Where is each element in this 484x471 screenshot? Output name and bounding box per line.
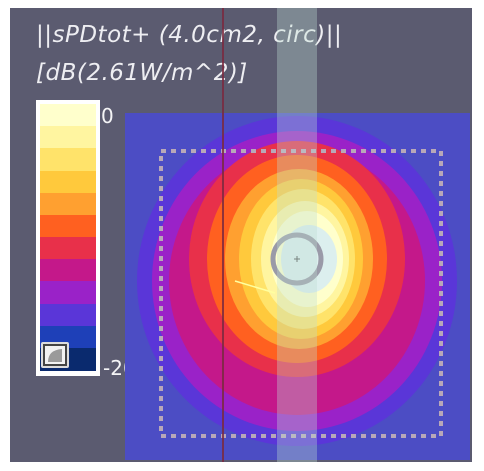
colorbar-segment <box>40 237 96 260</box>
colorbar <box>36 100 100 376</box>
colorbar-segment <box>40 214 96 238</box>
field-plot-panel: ||sPDtot+ (4.0cm2, circ)|| [dB(2.61W/m^2… <box>10 8 472 462</box>
colorbar-segment <box>40 281 96 305</box>
colorbar-segment <box>40 170 96 194</box>
heatmap-contour <box>281 225 337 293</box>
colorbar-max-label: 0 <box>101 104 114 128</box>
colorbar-segment <box>40 192 96 216</box>
probe-ring <box>270 232 324 286</box>
heatmap <box>125 113 470 460</box>
selection-band[interactable] <box>277 8 317 462</box>
feed-line <box>234 280 276 294</box>
colorbar-segment <box>40 104 96 127</box>
colorbar-segment <box>40 148 96 172</box>
scale-toggle-icon[interactable] <box>41 342 69 368</box>
plot-units: [dB(2.61W/m^2)] <box>36 60 248 86</box>
colorbar-segment <box>40 303 96 327</box>
plot-title: ||sPDtot+ (4.0cm2, circ)|| <box>36 22 343 48</box>
cursor-line[interactable] <box>222 8 224 462</box>
colorbar-segment <box>40 259 96 283</box>
colorbar-segment <box>40 126 96 150</box>
evaluation-boundary <box>159 149 443 438</box>
